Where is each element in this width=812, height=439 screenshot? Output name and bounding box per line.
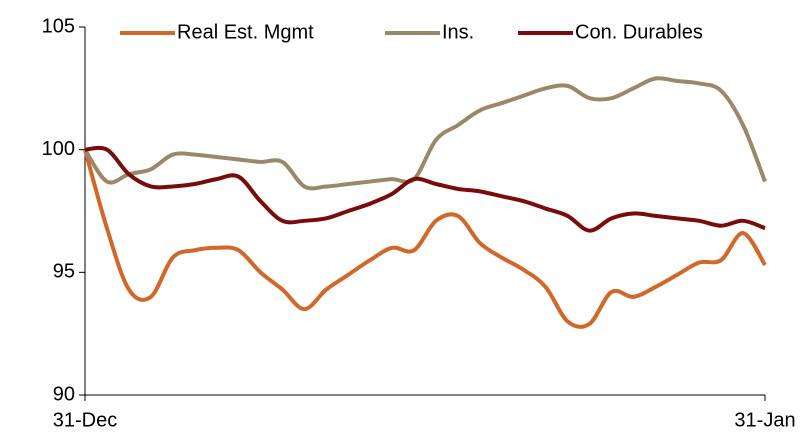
x-tick-label: 31-Jan: [734, 409, 795, 431]
legend-label: Ins.: [442, 21, 474, 43]
y-tick-label: 90: [53, 383, 75, 405]
series-line: [83, 76, 767, 191]
legend-label: Real Est. Mgmt: [177, 21, 314, 43]
series-line: [84, 145, 766, 233]
y-tick-label: 105: [42, 15, 75, 37]
x-tick-label: 31-Dec: [53, 409, 117, 431]
y-tick-label: 95: [53, 261, 75, 283]
y-tick-label: 100: [42, 138, 75, 160]
legend-label: Con. Durables: [575, 21, 703, 43]
series-line: [83, 149, 767, 329]
